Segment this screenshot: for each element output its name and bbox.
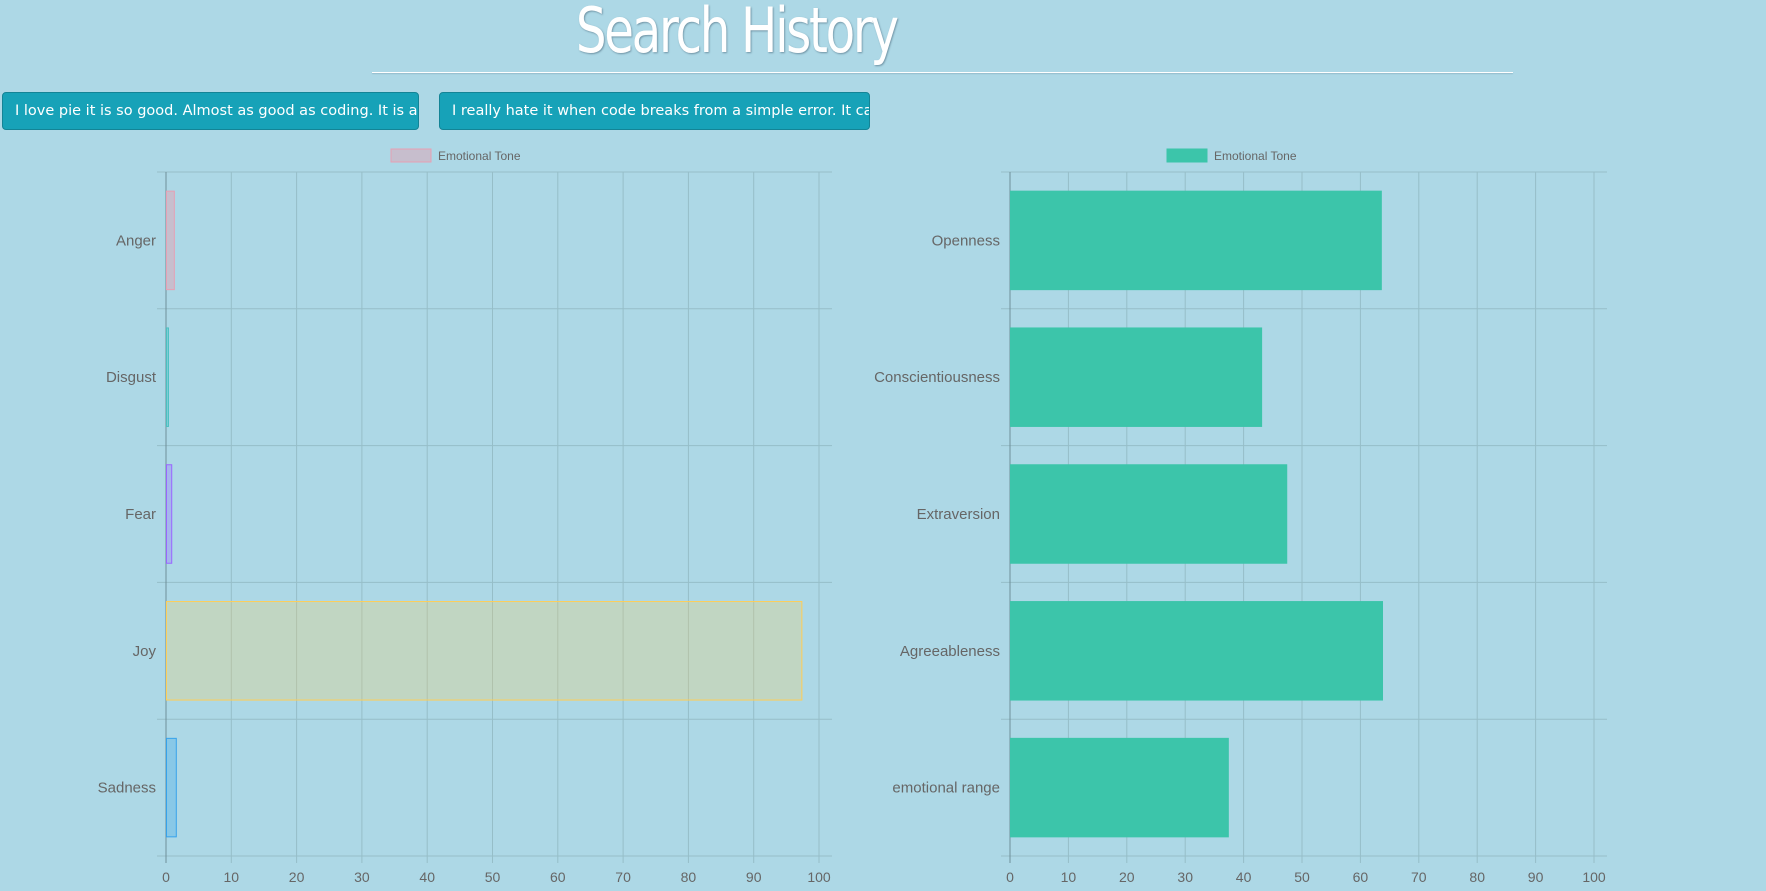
bar-emotional-range — [1010, 737, 1229, 838]
x-tick-label: 0 — [1006, 869, 1014, 885]
x-tick-label: 80 — [1469, 869, 1485, 885]
bar-openness — [1010, 190, 1382, 291]
x-tick-label: 50 — [485, 869, 501, 885]
x-tick-label: 20 — [1119, 869, 1135, 885]
bar-joy — [166, 601, 803, 701]
legend-label: Emotional Tone — [1214, 149, 1297, 163]
x-tick-label: 40 — [419, 869, 435, 885]
x-tick-label: 100 — [807, 869, 831, 885]
x-tick-label: 10 — [1061, 869, 1077, 885]
x-tick-label: 20 — [289, 869, 305, 885]
emotion-tone-chart: 0 10 20 30 40 50 60 70 80 90 100 Anger Disgust Fear Jo… — [98, 148, 832, 885]
x-tick-label: 60 — [550, 869, 566, 885]
x-tick-label: 50 — [1294, 869, 1310, 885]
legend-label: Emotional Tone — [438, 149, 521, 163]
bar-extraversion — [1010, 464, 1288, 564]
x-tick-label: 100 — [1582, 869, 1606, 885]
x-tick-label: 70 — [1411, 869, 1427, 885]
bar-disgust — [166, 327, 169, 427]
x-tick-label: 0 — [162, 869, 170, 885]
page-title: Search History — [575, 0, 899, 67]
y-tick-label: emotional range — [892, 780, 1000, 797]
x-tick-label: 80 — [681, 869, 697, 885]
y-tick-label: Disgust — [106, 369, 157, 386]
legend-swatch — [1166, 148, 1208, 163]
bar-agreeableness — [1010, 601, 1384, 701]
social-tone-chart: 0 10 20 30 40 50 60 70 80 90 100 Openness Conscienti… — [874, 148, 1607, 885]
bar-anger — [166, 190, 175, 291]
x-tick-label: 40 — [1236, 869, 1252, 885]
title-divider — [372, 72, 1513, 73]
history-item-button-1[interactable]: I love pie it is so good. Almost as good… — [2, 92, 419, 130]
x-tick-label: 10 — [224, 869, 240, 885]
x-tick-label: 90 — [1528, 869, 1544, 885]
bar-conscientiousness — [1010, 327, 1263, 427]
bar-sadness — [166, 737, 177, 838]
x-tick-label: 70 — [615, 869, 631, 885]
y-tick-label: Anger — [116, 232, 156, 249]
x-tick-label: 90 — [746, 869, 762, 885]
x-tick-label: 60 — [1353, 869, 1369, 885]
x-tick-label: 30 — [354, 869, 370, 885]
y-tick-label: Agreeableness — [900, 643, 1000, 660]
history-item-button-2[interactable]: I really hate it when code breaks from a… — [439, 92, 870, 130]
y-tick-label: Openness — [932, 232, 1000, 249]
y-tick-label: Extraversion — [917, 506, 1000, 523]
legend-swatch — [390, 148, 432, 163]
x-tick-label: 30 — [1177, 869, 1193, 885]
y-tick-label: Conscientiousness — [874, 369, 1000, 386]
y-tick-label: Fear — [125, 506, 156, 523]
y-tick-label: Sadness — [98, 780, 156, 797]
y-tick-label: Joy — [133, 643, 157, 660]
bar-fear — [166, 464, 173, 564]
